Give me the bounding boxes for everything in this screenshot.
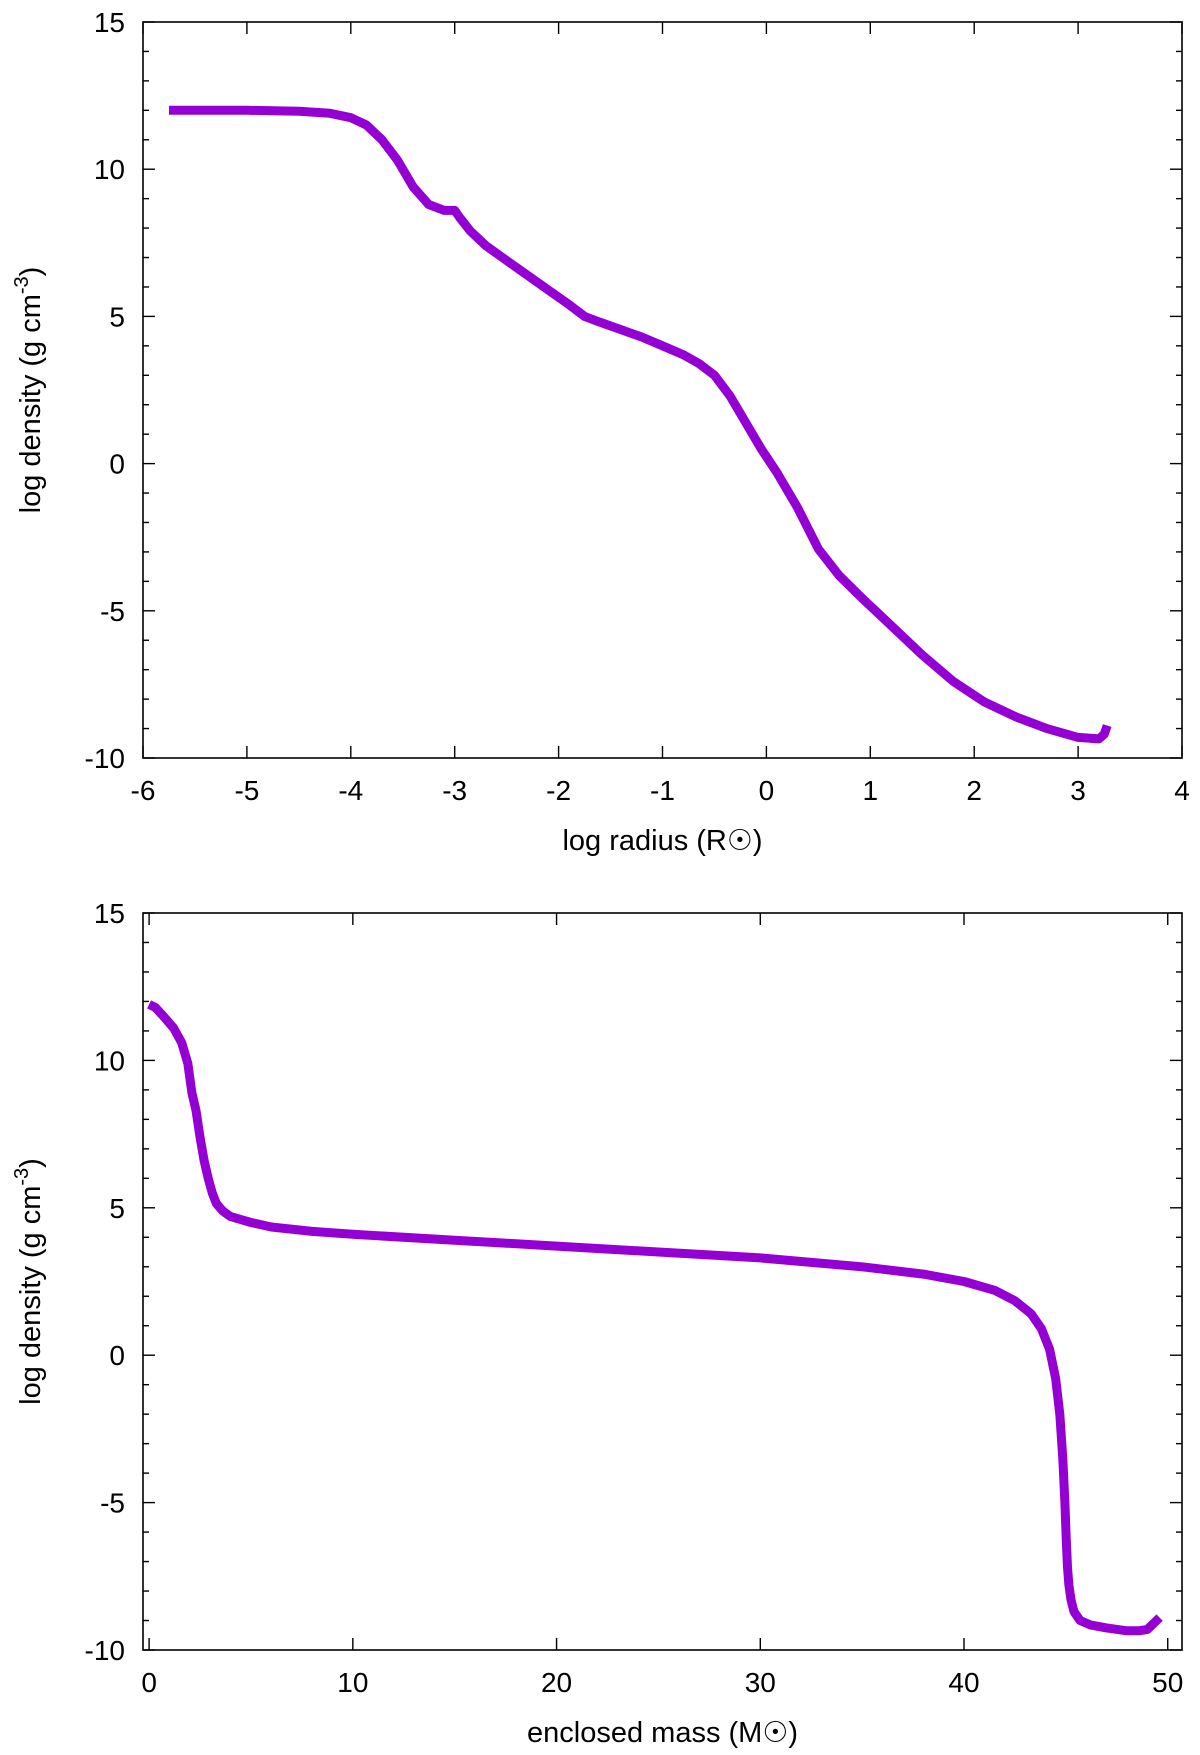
y-tick-label: 10	[94, 154, 125, 185]
plot-frame	[142, 21, 1183, 759]
y-tick-label: -10	[85, 1635, 125, 1666]
x-tick-label: -1	[650, 775, 675, 806]
x-tick-label: 50	[1152, 1667, 1183, 1698]
x-tick-label: 0	[141, 1667, 157, 1698]
x-tick-label: 3	[1070, 775, 1086, 806]
x-tick-label: 20	[541, 1667, 572, 1698]
x-tick-label: -3	[442, 775, 467, 806]
x-tick-label: 2	[966, 775, 982, 806]
y-tick-label: 5	[109, 301, 125, 332]
x-tick-label: -2	[546, 775, 571, 806]
x-tick-label: 10	[337, 1667, 368, 1698]
y-tick-label: -10	[85, 743, 125, 774]
y-tick-label: 0	[109, 449, 125, 480]
x-tick-label: -4	[338, 775, 363, 806]
y-axis-label-end: )	[15, 267, 47, 277]
y-tick-label: 15	[94, 7, 125, 38]
y-axis-label-end: )	[15, 1158, 47, 1168]
x-tick-label: 30	[745, 1667, 776, 1698]
x-tick-label: -5	[234, 775, 259, 806]
y-tick-label: 10	[94, 1045, 125, 1076]
y-axis-label-exponent: -3	[11, 276, 33, 294]
x-axis-label: enclosed mass (M☉)	[527, 1717, 798, 1749]
y-tick-label: 15	[94, 898, 125, 929]
y-tick-label: -5	[100, 596, 125, 627]
x-tick-label: -6	[131, 775, 156, 806]
density-mass-series-line	[147, 1000, 1163, 1636]
x-tick-label: 0	[759, 775, 775, 806]
density-vs-mass-panel: 0 10 20 30 40 50 -10 -5 0 5 10 15 enclosed mass (M☉)…	[11, 898, 1183, 1749]
y-tick-label: 5	[109, 1193, 125, 1224]
x-tick-label: 40	[948, 1667, 979, 1698]
x-tick-label: 1	[863, 775, 879, 806]
density-radius-series-line	[169, 105, 1112, 744]
plot-frame	[142, 912, 1183, 1651]
y-tick-label: -5	[100, 1488, 125, 1519]
y-axis-label: log density (g cm-3)	[11, 267, 47, 514]
x-tick-label: 4	[1174, 775, 1190, 806]
y-axis-label-base: log density (g cm	[15, 294, 47, 513]
y-axis-label-base: log density (g cm	[15, 1186, 47, 1405]
x-axis-label: log radius (R☉)	[562, 825, 762, 857]
y-axis-label: log density (g cm-3)	[11, 1158, 47, 1405]
y-axis-label-exponent: -3	[11, 1168, 33, 1186]
y-tick-label: 0	[109, 1340, 125, 1371]
